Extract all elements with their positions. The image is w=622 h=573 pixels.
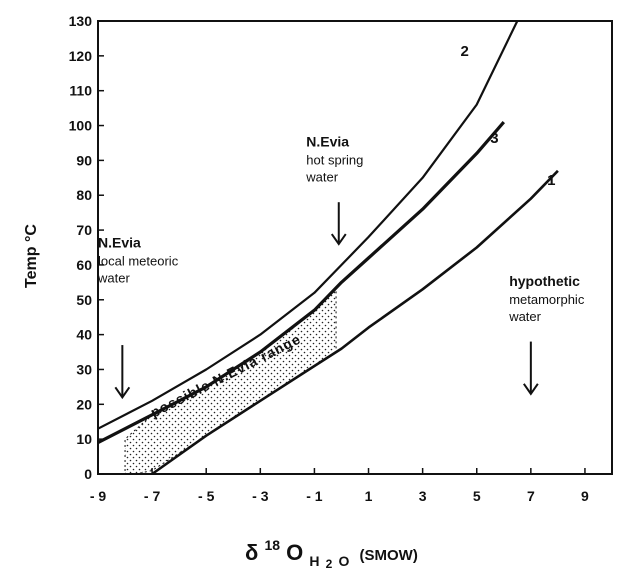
- y-tick-label: 130: [69, 13, 93, 29]
- y-tick-label: 100: [69, 118, 93, 134]
- annotation-line: metamorphic: [509, 292, 585, 307]
- y-tick-label: 90: [76, 152, 92, 168]
- x-tick-label: 3: [419, 488, 427, 504]
- axis-ticks: 0 10 20 30 40 50 60 70 80 90 100 110 120 130 - 9 - 7 - 5…: [69, 13, 589, 504]
- y-tick-label: 60: [76, 257, 92, 273]
- curve-2: [97, 20, 519, 430]
- y-tick-label: 80: [76, 187, 92, 203]
- y-tick-label: 30: [76, 361, 92, 377]
- x-axis-label-sup: 18: [264, 537, 280, 553]
- plot-border: [97, 20, 613, 475]
- x-tick-label: 7: [527, 488, 535, 504]
- y-tick-label: 0: [84, 466, 92, 482]
- x-tick-label: - 5: [198, 488, 215, 504]
- curve-3: [97, 121, 506, 445]
- y-tick-label: 70: [76, 222, 92, 238]
- x-tick-label: 5: [473, 488, 481, 504]
- x-tick-label: - 9: [90, 488, 107, 504]
- x-tick-label: - 1: [306, 488, 323, 504]
- x-axis-label-o: O: [286, 540, 303, 565]
- annotation-arrow-head: [523, 383, 539, 396]
- annotation-title: N.Evia: [98, 235, 141, 251]
- x-tick-label: - 7: [144, 488, 161, 504]
- y-tick-label: 40: [76, 327, 92, 343]
- curve-label-3: 3: [490, 130, 498, 147]
- y-tick-label: 50: [76, 292, 92, 308]
- y-tick-label: 10: [76, 431, 92, 447]
- y-axis-label: Temp °C: [23, 224, 40, 288]
- x-tick-label: - 3: [252, 488, 269, 504]
- plot-frame: [97, 20, 613, 475]
- annotation-line: water: [305, 169, 338, 184]
- x-tick-label: 9: [581, 488, 589, 504]
- x-axis-label-sub: H: [309, 553, 319, 569]
- annotation-title: hypothetic: [509, 273, 580, 289]
- curve-label-2: 2: [461, 43, 469, 60]
- annotation-title: N.Evia: [306, 133, 349, 149]
- annotations: N.Evia local meteoric water N.Evia hot sprin…: [97, 133, 585, 400]
- x-tick-label: 1: [365, 488, 373, 504]
- annotation-line: hot spring: [306, 152, 363, 167]
- annotation-line: local meteoric: [98, 254, 179, 269]
- x-axis-label-delta: δ: [245, 540, 258, 565]
- x-axis-label-sub2: 2: [326, 557, 333, 571]
- annotation-line: water: [97, 271, 130, 286]
- curve-1: [151, 169, 559, 476]
- y-tick-label: 20: [76, 396, 92, 412]
- x-axis-label: δ 18 O H 2 O (SMOW): [245, 530, 418, 573]
- y-tick-label: 120: [69, 48, 93, 64]
- annotation-arrow-head: [114, 386, 131, 400]
- x-axis-label-tail: (SMOW): [360, 547, 418, 564]
- curve-label-1: 1: [547, 172, 555, 189]
- annotation-3: hypothetic metamorphic water: [508, 273, 585, 396]
- x-axis-label-o2: O: [338, 553, 349, 569]
- annotation-2: N.Evia hot spring water: [305, 133, 363, 246]
- annotation-1: N.Evia local meteoric water: [97, 235, 179, 400]
- y-tick-label: 110: [69, 83, 92, 99]
- annotation-line: water: [508, 309, 541, 324]
- curves: 2 3 1: [97, 20, 559, 476]
- annotation-arrow-head: [330, 233, 347, 246]
